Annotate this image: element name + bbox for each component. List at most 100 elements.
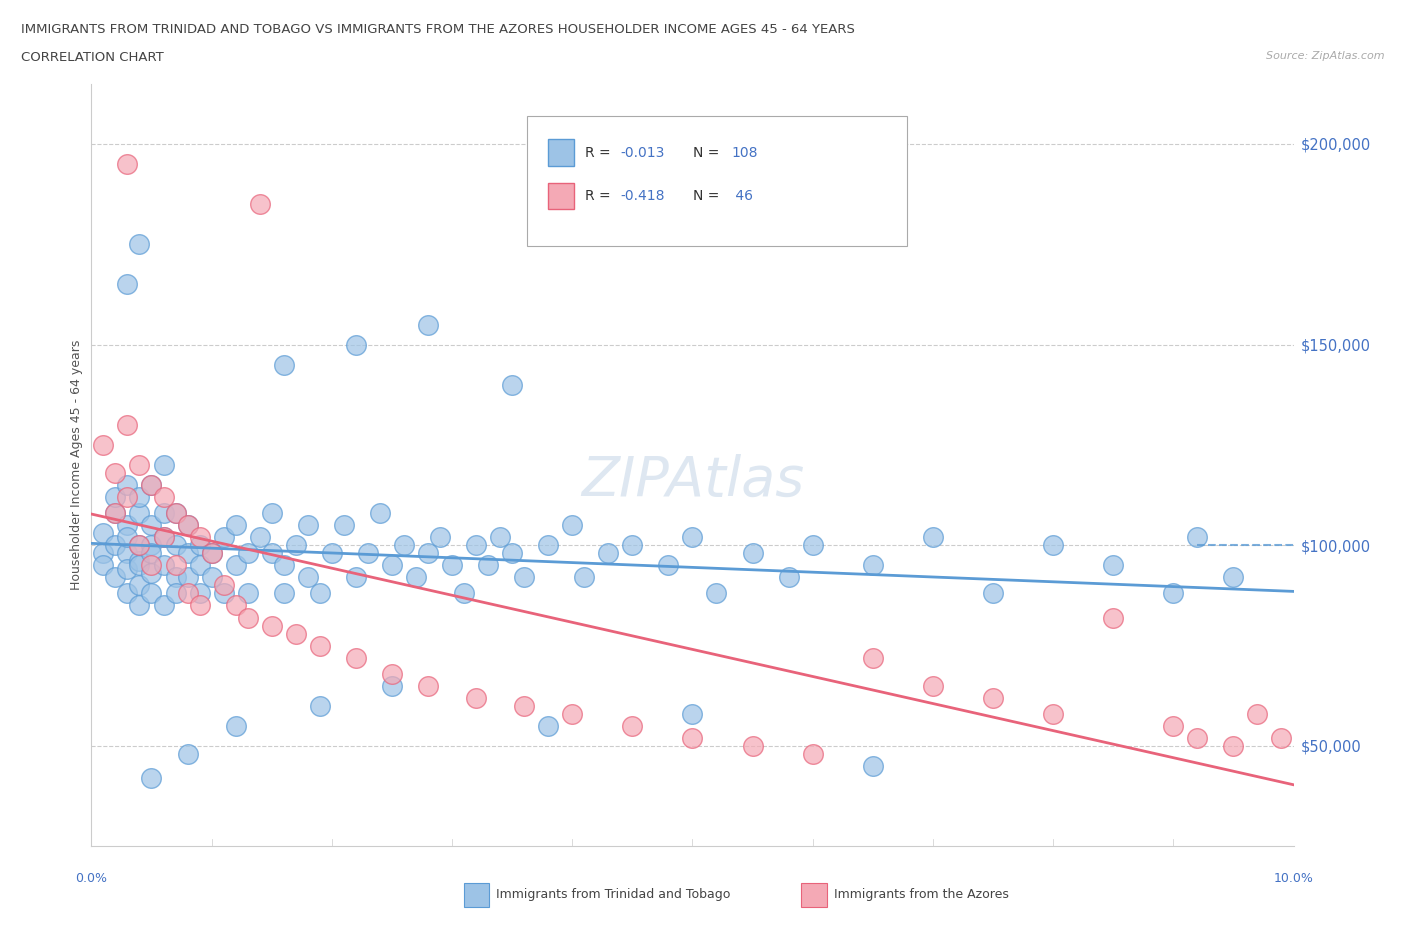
Text: Immigrants from Trinidad and Tobago: Immigrants from Trinidad and Tobago <box>496 888 731 901</box>
Point <box>117 418 139 432</box>
Point <box>368 506 391 521</box>
Point <box>176 518 198 533</box>
Point <box>477 558 499 573</box>
Point <box>260 506 283 521</box>
Text: Source: ZipAtlas.com: Source: ZipAtlas.com <box>1267 51 1385 61</box>
Point <box>152 530 174 545</box>
Point <box>128 558 150 573</box>
Point <box>621 538 644 552</box>
Point <box>128 458 150 472</box>
Point <box>176 546 198 561</box>
Point <box>225 558 247 573</box>
Point <box>440 558 463 573</box>
Point <box>657 558 679 573</box>
Point <box>416 317 439 332</box>
Point <box>321 546 343 561</box>
Point <box>1102 610 1125 625</box>
Point <box>117 478 139 493</box>
Point <box>141 558 163 573</box>
Point <box>862 558 884 573</box>
Point <box>1246 707 1268 722</box>
Point <box>981 690 1004 705</box>
Point <box>273 558 295 573</box>
Point <box>416 546 439 561</box>
Point <box>201 546 224 561</box>
Point <box>537 538 560 552</box>
Point <box>801 538 824 552</box>
Point <box>922 530 945 545</box>
Point <box>344 338 367 352</box>
Text: -0.418: -0.418 <box>620 189 665 204</box>
Point <box>621 719 644 734</box>
Point <box>117 586 139 601</box>
Point <box>922 678 945 693</box>
Point <box>225 598 247 613</box>
Point <box>1187 530 1209 545</box>
Point <box>152 490 174 505</box>
Point <box>1042 707 1064 722</box>
Point <box>260 546 283 561</box>
Point <box>513 698 536 713</box>
Point <box>141 771 163 786</box>
Point <box>344 650 367 665</box>
Point <box>176 586 198 601</box>
Point <box>152 458 174 472</box>
Point <box>308 586 330 601</box>
Point <box>117 530 139 545</box>
Point <box>117 490 139 505</box>
Point <box>128 538 150 552</box>
Point <box>513 570 536 585</box>
Point <box>104 538 127 552</box>
Point <box>165 506 187 521</box>
Text: 108: 108 <box>731 145 758 160</box>
Point <box>165 506 187 521</box>
Point <box>128 237 150 252</box>
Point <box>1187 730 1209 745</box>
Point <box>392 538 415 552</box>
Point <box>104 490 127 505</box>
Point <box>1222 570 1244 585</box>
Point <box>1161 586 1184 601</box>
Point <box>141 518 163 533</box>
Point <box>381 678 404 693</box>
Text: ZIPAtlas: ZIPAtlas <box>581 454 804 507</box>
Point <box>152 530 174 545</box>
Point <box>176 747 198 762</box>
Point <box>236 546 259 561</box>
Point <box>273 586 295 601</box>
Point <box>681 707 703 722</box>
Point <box>297 518 319 533</box>
Point <box>117 277 139 292</box>
Point <box>862 759 884 774</box>
Point <box>574 570 596 585</box>
Text: N =: N = <box>693 189 724 204</box>
Text: N =: N = <box>693 145 724 160</box>
Point <box>212 530 235 545</box>
Point <box>201 570 224 585</box>
Point <box>1270 730 1292 745</box>
Point <box>128 578 150 592</box>
Point <box>93 437 115 452</box>
Text: -0.013: -0.013 <box>620 145 665 160</box>
Point <box>128 598 150 613</box>
Point <box>176 570 198 585</box>
Point <box>188 538 211 552</box>
Point <box>165 558 187 573</box>
Point <box>801 747 824 762</box>
Point <box>188 598 211 613</box>
Point <box>1102 558 1125 573</box>
Point <box>501 378 523 392</box>
Point <box>489 530 512 545</box>
Point <box>141 566 163 581</box>
Point <box>1222 738 1244 753</box>
Point <box>128 554 150 569</box>
Point <box>141 538 163 552</box>
Point <box>308 698 330 713</box>
Text: 46: 46 <box>731 189 754 204</box>
Text: IMMIGRANTS FROM TRINIDAD AND TOBAGO VS IMMIGRANTS FROM THE AZORES HOUSEHOLDER IN: IMMIGRANTS FROM TRINIDAD AND TOBAGO VS I… <box>21 23 855 36</box>
Point <box>453 586 475 601</box>
Point <box>165 570 187 585</box>
Point <box>681 530 703 545</box>
Text: R =: R = <box>585 189 614 204</box>
Point <box>681 730 703 745</box>
